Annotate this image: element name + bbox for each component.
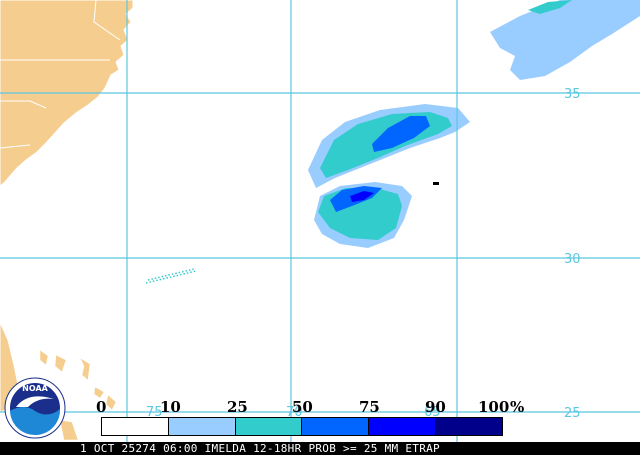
grid-label-lon-65: 65 bbox=[424, 405, 441, 420]
legend-label-10: 10 bbox=[160, 398, 181, 416]
legend-swatch-75-90 bbox=[369, 418, 437, 435]
land-bermuda bbox=[433, 182, 439, 185]
legend-swatch-25-50 bbox=[235, 418, 303, 435]
dotted-track bbox=[145, 268, 197, 284]
legend-swatch-0-10 bbox=[102, 418, 169, 435]
legend-unit: % bbox=[510, 398, 525, 416]
grid-label-lat-35: 35 bbox=[564, 87, 581, 102]
legend-label-75: 75 bbox=[359, 398, 380, 416]
contour-75pct-south bbox=[350, 191, 374, 202]
legend-label-50: 50 bbox=[292, 398, 313, 416]
legend-swatch-90-100 bbox=[436, 418, 502, 435]
caption-bar: 1 OCT 25274 06:00 IMELDA 12-18HR PROB >=… bbox=[0, 442, 640, 455]
contour-25pct-northeast bbox=[528, 0, 572, 14]
contour-50pct-north bbox=[372, 116, 430, 152]
grid-label-lon-70: 70 bbox=[286, 405, 303, 420]
grid-label-lat-25: 25 bbox=[564, 406, 581, 421]
lat-lon-grid bbox=[0, 0, 640, 442]
state-boundary bbox=[0, 0, 121, 149]
legend-swatch-10-25 bbox=[168, 418, 236, 435]
grid-label-lon-75: 75 bbox=[146, 405, 163, 420]
legend-label-25: 25 bbox=[227, 398, 248, 416]
legend-label-100: 100 bbox=[478, 398, 510, 416]
legend-swatch-50-75 bbox=[302, 418, 370, 435]
legend-label-0: 0 bbox=[96, 398, 107, 416]
legend-color-bar bbox=[101, 417, 503, 436]
probability-contours bbox=[308, 0, 640, 248]
grid-label-lat-30: 30 bbox=[564, 252, 581, 267]
noaa-logo-text: NOAA bbox=[22, 384, 48, 393]
noaa-logo: NOAA bbox=[4, 377, 66, 439]
legend-label-90: 90 bbox=[425, 398, 446, 416]
contour-10pct-northeast bbox=[490, 0, 640, 80]
